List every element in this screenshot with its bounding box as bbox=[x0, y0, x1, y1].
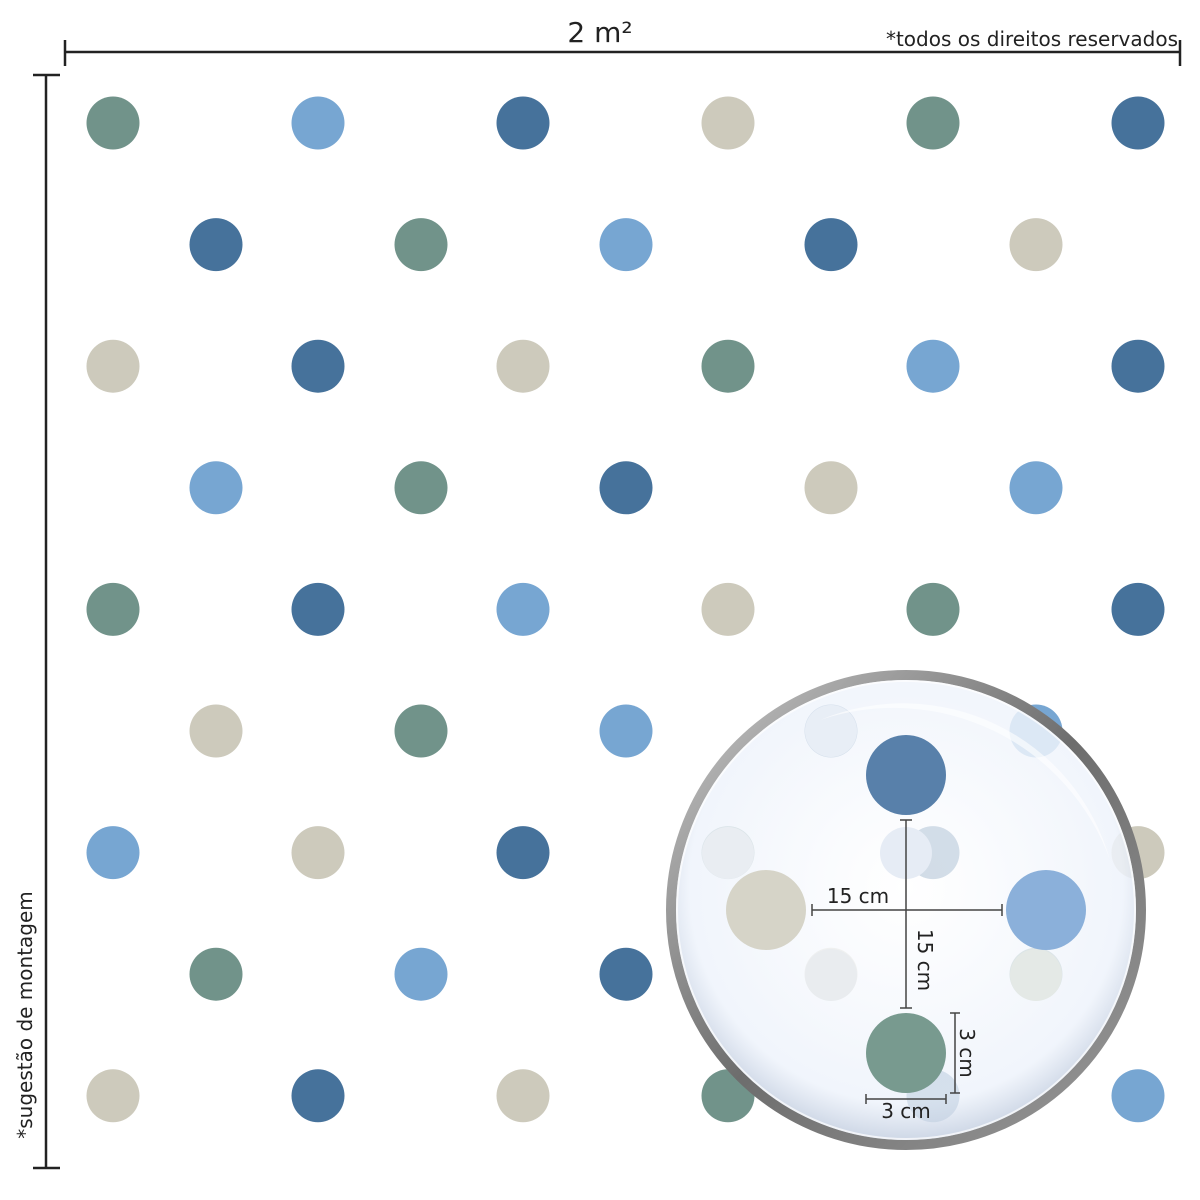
dot bbox=[599, 461, 653, 515]
dot bbox=[906, 582, 960, 636]
dot bbox=[394, 461, 448, 515]
dot bbox=[599, 218, 653, 272]
dot bbox=[496, 339, 550, 393]
spacing-label: 15 cm bbox=[913, 929, 937, 991]
dot bbox=[291, 96, 345, 150]
width-dimension bbox=[63, 40, 1182, 66]
dot bbox=[906, 339, 960, 393]
width-label: 2 m² bbox=[567, 16, 632, 49]
dot bbox=[86, 582, 140, 636]
dot bbox=[701, 339, 755, 393]
dot bbox=[1009, 461, 1063, 515]
copyright: *todos os direitos reservados bbox=[886, 27, 1178, 51]
magnifier: 15 cm 15 cm 3 cm 3 cm bbox=[666, 670, 1146, 1150]
spacing-label: 15 cm bbox=[827, 884, 889, 908]
dot bbox=[496, 582, 550, 636]
dot bbox=[394, 947, 448, 1001]
dot bbox=[496, 96, 550, 150]
size-label: 3 cm bbox=[955, 1028, 979, 1078]
dot bbox=[394, 218, 448, 272]
dot bbox=[1111, 582, 1165, 636]
dot bbox=[86, 1069, 140, 1123]
height-dimension bbox=[33, 73, 60, 1170]
dot bbox=[291, 1069, 345, 1123]
dot bbox=[496, 826, 550, 880]
dot bbox=[701, 96, 755, 150]
dot bbox=[804, 461, 858, 515]
dot bbox=[86, 96, 140, 150]
dot bbox=[291, 582, 345, 636]
dot bbox=[599, 704, 653, 758]
dot bbox=[1111, 96, 1165, 150]
dot bbox=[701, 582, 755, 636]
dot bbox=[291, 826, 345, 880]
dot bbox=[189, 704, 243, 758]
dot bbox=[189, 947, 243, 1001]
dot bbox=[189, 218, 243, 272]
dot bbox=[1111, 339, 1165, 393]
dot bbox=[394, 704, 448, 758]
side-label: *sugestão de montagem bbox=[13, 891, 37, 1139]
dot bbox=[906, 96, 960, 150]
dot bbox=[86, 339, 140, 393]
dot bbox=[189, 461, 243, 515]
dot bbox=[1009, 218, 1063, 272]
dot bbox=[86, 826, 140, 880]
dot bbox=[1111, 1069, 1165, 1123]
dot bbox=[599, 947, 653, 1001]
dot bbox=[804, 218, 858, 272]
size-label: 3 cm bbox=[881, 1099, 931, 1123]
dot bbox=[291, 339, 345, 393]
dot bbox=[496, 1069, 550, 1123]
